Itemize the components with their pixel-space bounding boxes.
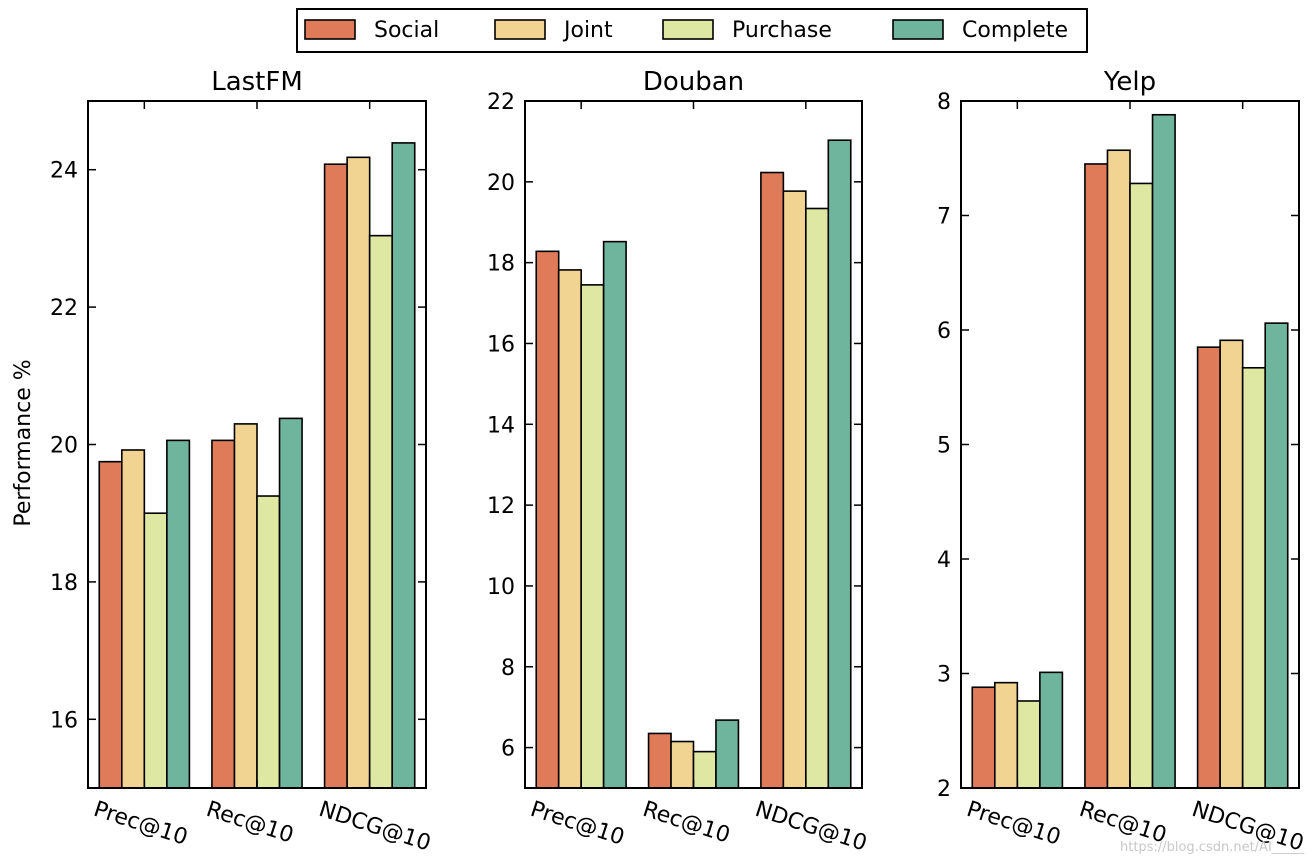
y-tick-label-lastfm: 22 (50, 296, 78, 321)
legend-swatch-joint (494, 19, 546, 40)
legend-label-social: Social (374, 18, 439, 43)
y-tick-label-lastfm: 16 (50, 708, 78, 733)
legend-swatch-complete (892, 19, 944, 40)
bar-lastfm-ndcg-at-10-social (323, 163, 348, 789)
legend-label-purchase: Purchase (732, 18, 832, 43)
panel-title-lastfm: LastFM (211, 67, 303, 97)
bar-douban-ndcg-at-10-complete (827, 139, 852, 789)
y-tick-label-lastfm: 18 (50, 571, 78, 596)
bar-yelp-prec-at-10-purchase (1016, 700, 1041, 789)
y-tick-label-lastfm: 20 (50, 434, 78, 459)
y-tick-label-douban: 10 (487, 575, 515, 600)
x-tick-label-lastfm-prec-at-10: Prec@10 (90, 797, 190, 851)
bar-douban-rec-at-10-social (647, 732, 672, 789)
y-tick-label-yelp: 3 (937, 663, 951, 688)
bar-douban-prec-at-10-social (535, 250, 560, 789)
bar-douban-prec-at-10-joint (557, 269, 582, 789)
y-tick-label-lastfm: 24 (50, 159, 78, 184)
bar-lastfm-prec-at-10-social (98, 460, 123, 789)
bar-yelp-ndcg-at-10-joint (1219, 339, 1244, 789)
bar-douban-rec-at-10-complete (715, 719, 740, 789)
legend-swatch-purchase (662, 19, 714, 40)
panel-title-yelp: Yelp (1103, 67, 1156, 97)
x-tick-label-lastfm-ndcg-at-10: NDCG@10 (316, 797, 434, 857)
y-tick-label-yelp: 7 (937, 205, 951, 230)
legend-swatch-social (304, 19, 356, 40)
y-tick-label-douban: 18 (487, 252, 515, 277)
bar-douban-ndcg-at-10-joint (782, 190, 807, 789)
bar-yelp-prec-at-10-social (971, 686, 996, 789)
bar-lastfm-rec-at-10-social (211, 439, 236, 789)
y-tick-label-douban: 16 (487, 332, 515, 357)
y-tick-label-yelp: 4 (937, 548, 951, 573)
bar-yelp-prec-at-10-complete (1039, 671, 1064, 789)
bar-douban-ndcg-at-10-social (760, 171, 785, 789)
y-tick-label-douban: 12 (487, 494, 515, 519)
bar-lastfm-rec-at-10-complete (278, 417, 303, 789)
bar-yelp-ndcg-at-10-complete (1264, 322, 1289, 789)
x-tick-label-douban-prec-at-10: Prec@10 (527, 797, 627, 851)
bar-lastfm-ndcg-at-10-purchase (368, 234, 393, 789)
y-tick-label-yelp: 6 (937, 319, 951, 344)
y-tick-label-yelp: 8 (937, 90, 951, 115)
y-tick-label-douban: 14 (487, 413, 515, 438)
bar-lastfm-prec-at-10-complete (166, 439, 191, 789)
bar-douban-prec-at-10-purchase (580, 284, 605, 789)
y-tick-label-douban: 8 (501, 656, 515, 681)
y-tick-label-douban: 22 (487, 90, 515, 115)
x-tick-label-lastfm-rec-at-10: Rec@10 (203, 797, 296, 849)
bar-lastfm-prec-at-10-purchase (143, 512, 168, 789)
bar-yelp-rec-at-10-social (1084, 163, 1109, 789)
bar-douban-rec-at-10-purchase (692, 750, 717, 789)
bar-lastfm-rec-at-10-purchase (256, 495, 281, 789)
y-tick-label-yelp: 5 (937, 434, 951, 459)
bar-yelp-rec-at-10-purchase (1129, 182, 1154, 789)
x-tick-label-douban-rec-at-10: Rec@10 (640, 797, 733, 849)
bar-yelp-ndcg-at-10-purchase (1241, 366, 1266, 789)
bar-douban-prec-at-10-complete (602, 240, 627, 789)
bar-lastfm-rec-at-10-joint (233, 423, 258, 789)
legend: Social Joint Purchase Complete (296, 8, 1088, 53)
x-tick-label-douban-ndcg-at-10: NDCG@10 (752, 797, 870, 857)
y-axis-label: Performance % (11, 359, 36, 526)
bar-yelp-ndcg-at-10-social (1196, 346, 1221, 789)
bar-lastfm-prec-at-10-joint (121, 449, 146, 789)
x-tick-label-yelp-prec-at-10: Prec@10 (963, 797, 1063, 851)
panel-lastfm: LastFM 16 18 20 22 24 Prec@10 Rec@10 NDCG@10 (50, 67, 434, 856)
bar-yelp-prec-at-10-joint (993, 681, 1019, 789)
y-tick-label-douban: 6 (501, 737, 515, 762)
y-tick-label-douban: 20 (487, 171, 515, 196)
bar-yelp-rec-at-10-complete (1151, 113, 1176, 789)
legend-label-complete: Complete (962, 18, 1068, 43)
bar-douban-ndcg-at-10-purchase (805, 207, 830, 789)
bar-douban-rec-at-10-joint (670, 740, 695, 789)
legend-label-joint: Joint (562, 18, 613, 43)
y-tick-label-yelp: 2 (937, 777, 951, 802)
watermark-text: https://blog.csdn.net/AI_____ (1120, 840, 1305, 855)
bar-lastfm-ndcg-at-10-complete (391, 142, 416, 789)
panel-title-douban: Douban (643, 67, 744, 97)
bar-yelp-rec-at-10-joint (1106, 149, 1131, 789)
bar-lastfm-ndcg-at-10-joint (346, 156, 371, 789)
panel-douban: Douban 6 8 10 12 14 16 18 20 22 Prec@10 Rec@10 NDCG@… (487, 67, 870, 856)
